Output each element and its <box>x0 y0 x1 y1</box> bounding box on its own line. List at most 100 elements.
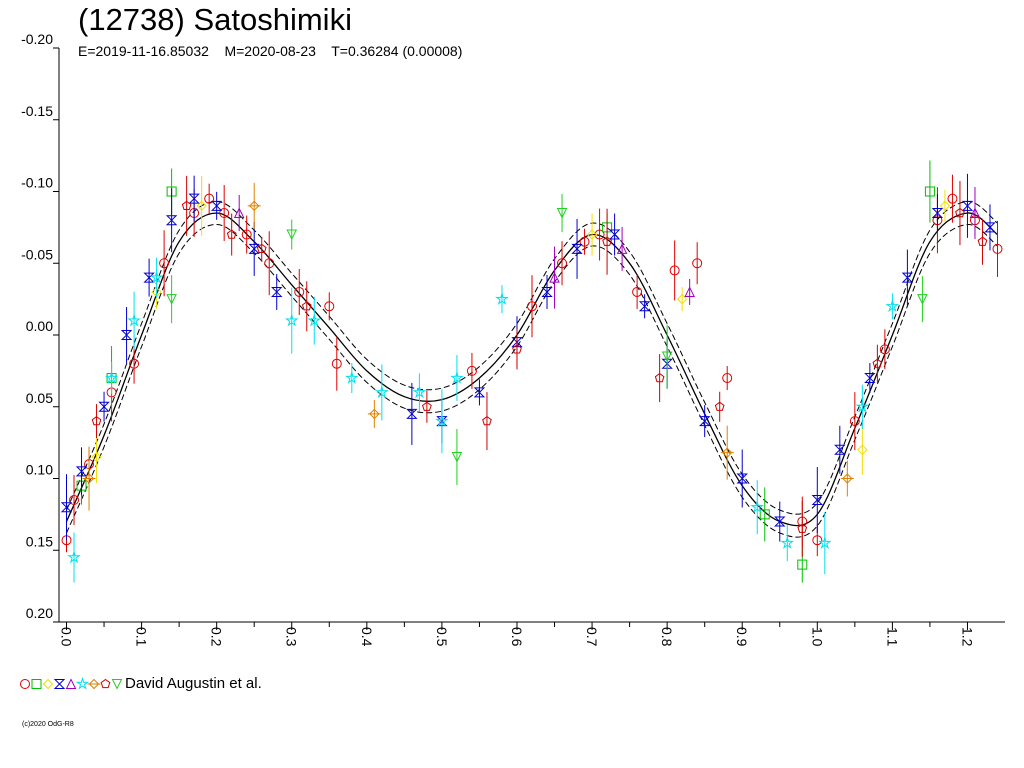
legend-marker-star <box>75 676 90 690</box>
series-triangle-down <box>166 194 928 485</box>
data-point <box>736 473 748 484</box>
data-point <box>849 416 860 427</box>
fit-curves <box>65 200 998 538</box>
x-tick-label: 0.0 <box>59 627 75 647</box>
data-point <box>939 200 951 212</box>
data-point <box>165 215 178 226</box>
data-point <box>331 358 342 369</box>
x-tick-label: 0.5 <box>434 627 450 647</box>
data-point <box>166 294 177 305</box>
x-tick-label: 0.4 <box>359 627 375 647</box>
legend-marker-square <box>31 679 42 689</box>
data-point <box>482 415 492 426</box>
data-point <box>233 207 245 219</box>
data-point <box>834 444 846 455</box>
data-point <box>638 301 651 312</box>
data-point <box>127 313 141 327</box>
data-point <box>143 272 155 283</box>
series-triangle-up <box>233 187 981 309</box>
data-point <box>661 358 673 369</box>
y-tick-label: 0.10 <box>26 462 53 478</box>
data-point <box>120 330 133 340</box>
x-tick-label: 1.2 <box>959 627 975 647</box>
legend-marker-diamond <box>42 678 54 690</box>
data-points <box>60 160 1003 583</box>
data-point <box>422 401 432 411</box>
data-point <box>901 272 914 283</box>
data-point <box>797 559 808 570</box>
data-point <box>435 413 449 427</box>
data-point <box>774 516 786 527</box>
data-point <box>955 207 965 218</box>
data-point <box>722 373 733 384</box>
data-point <box>931 208 944 219</box>
y-tick-label: 0.05 <box>26 390 53 406</box>
data-point <box>75 466 88 477</box>
data-point <box>759 509 770 520</box>
chart-title: (12738) Satoshimiki <box>78 2 352 37</box>
data-point <box>917 294 928 305</box>
series-diamond-cross <box>82 182 854 511</box>
data-point <box>512 344 522 354</box>
y-tick-label: 0.20 <box>26 605 53 621</box>
series-pentagon <box>91 175 988 557</box>
data-point <box>248 243 260 254</box>
data-point <box>60 502 73 513</box>
data-point <box>556 208 568 219</box>
data-point <box>511 337 523 348</box>
data-point <box>473 387 486 398</box>
data-point <box>947 193 958 204</box>
x-tick-label: 0.8 <box>659 627 675 647</box>
data-point <box>797 523 808 533</box>
data-point <box>579 236 590 247</box>
data-point <box>204 193 215 204</box>
data-point <box>992 243 1003 254</box>
data-point <box>181 200 192 210</box>
data-point <box>692 258 703 269</box>
data-point <box>466 365 477 376</box>
data-point <box>714 401 725 411</box>
x-tick-label: 0.1 <box>134 627 150 647</box>
data-point <box>857 444 868 456</box>
data-point <box>196 200 207 212</box>
x-tick-label: 0.6 <box>509 627 525 647</box>
data-point <box>129 358 140 369</box>
data-point <box>324 301 335 312</box>
legend-marker-triangle-down <box>111 679 123 690</box>
data-point <box>969 207 981 219</box>
series-star <box>67 257 900 583</box>
y-tick-label: -0.15 <box>21 103 53 119</box>
data-point <box>104 370 119 384</box>
legend-marker-pentagon <box>100 678 111 689</box>
data-point <box>367 408 381 420</box>
data-point <box>864 373 876 384</box>
data-point <box>82 473 96 484</box>
data-point <box>669 265 680 276</box>
data-point <box>984 222 996 233</box>
data-point <box>616 243 628 254</box>
data-point <box>406 408 418 419</box>
fit-envelope-upper <box>66 200 998 515</box>
data-point <box>632 286 643 297</box>
data-point <box>149 270 164 284</box>
data-point <box>557 258 568 269</box>
data-point <box>210 200 223 211</box>
data-point <box>226 229 237 239</box>
data-point <box>219 208 230 219</box>
data-point <box>256 243 267 253</box>
legend-marker-circle <box>20 679 30 689</box>
data-point <box>98 401 110 412</box>
x-tick-label: 0.9 <box>734 627 750 647</box>
data-point <box>450 370 464 384</box>
x-tick-label: 1.0 <box>809 627 825 647</box>
data-point <box>720 447 734 458</box>
y-tick-label: -0.10 <box>21 175 53 191</box>
data-point <box>977 236 988 246</box>
data-point <box>780 535 795 549</box>
data-point <box>855 399 870 413</box>
data-point <box>541 286 553 297</box>
data-point <box>586 229 598 240</box>
legend-marker-triangle-up <box>65 678 77 689</box>
data-point <box>286 229 298 241</box>
copyright-notice: (c)2020 OdG-R8 <box>22 721 74 728</box>
